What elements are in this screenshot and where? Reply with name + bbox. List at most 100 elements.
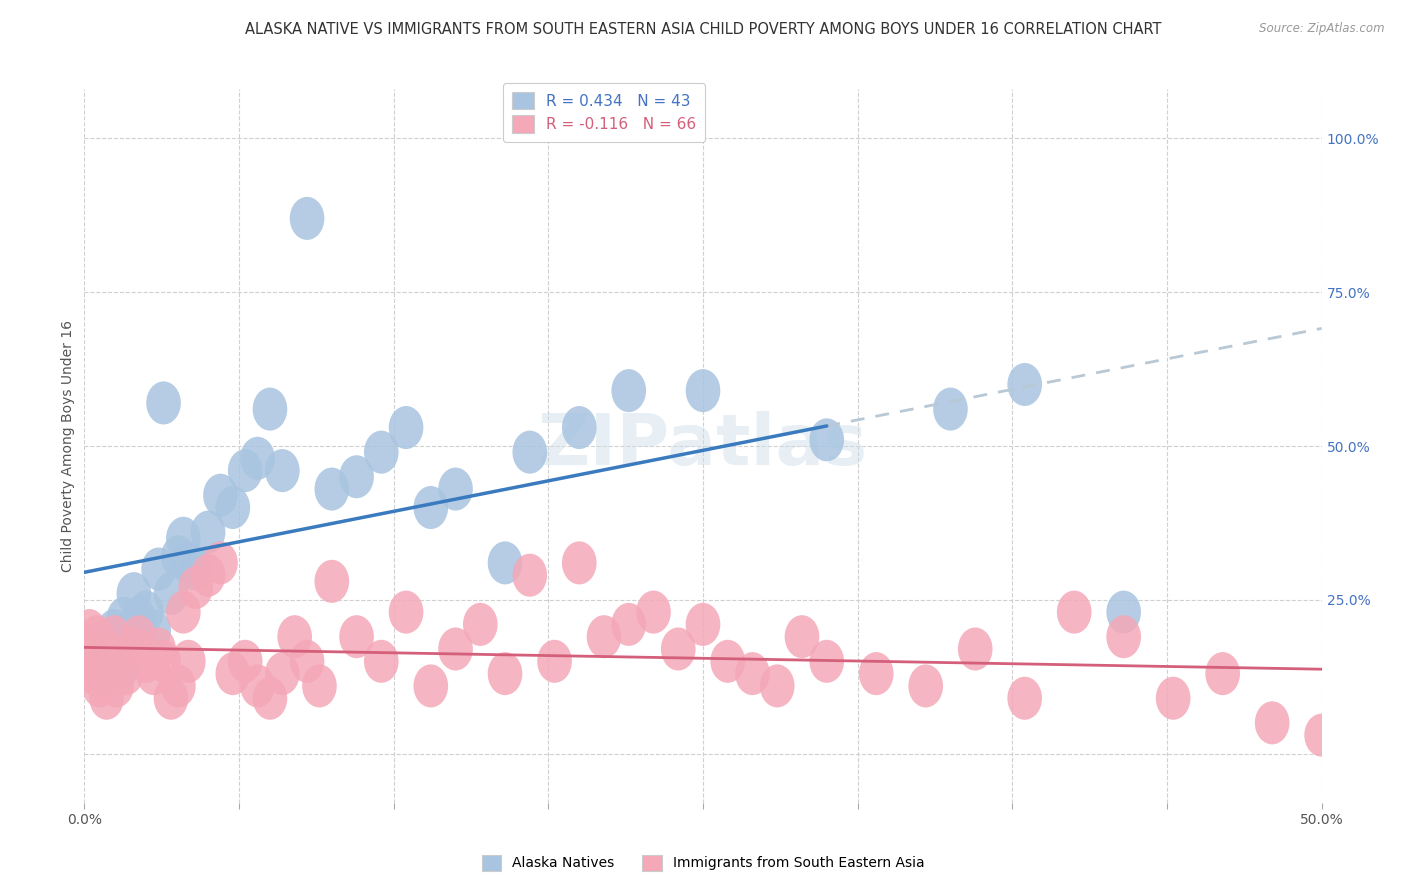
- Ellipse shape: [75, 640, 110, 683]
- Ellipse shape: [586, 615, 621, 658]
- Ellipse shape: [735, 652, 770, 695]
- Ellipse shape: [612, 603, 647, 646]
- Ellipse shape: [215, 652, 250, 695]
- Ellipse shape: [710, 640, 745, 683]
- Ellipse shape: [87, 627, 121, 671]
- Ellipse shape: [162, 535, 195, 578]
- Ellipse shape: [908, 665, 943, 707]
- Ellipse shape: [612, 369, 647, 412]
- Ellipse shape: [117, 572, 152, 615]
- Ellipse shape: [153, 677, 188, 720]
- Y-axis label: Child Poverty Among Boys Under 16: Child Poverty Among Boys Under 16: [62, 320, 76, 572]
- Ellipse shape: [253, 677, 287, 720]
- Ellipse shape: [1305, 714, 1339, 756]
- Ellipse shape: [172, 541, 205, 584]
- Ellipse shape: [172, 640, 205, 683]
- Text: ZIPatlas: ZIPatlas: [538, 411, 868, 481]
- Ellipse shape: [1107, 615, 1142, 658]
- Ellipse shape: [110, 652, 143, 695]
- Ellipse shape: [1205, 652, 1240, 695]
- Ellipse shape: [162, 665, 195, 707]
- Ellipse shape: [686, 603, 720, 646]
- Ellipse shape: [562, 406, 596, 449]
- Ellipse shape: [512, 431, 547, 474]
- Ellipse shape: [97, 615, 131, 658]
- Ellipse shape: [87, 652, 121, 695]
- Ellipse shape: [129, 640, 163, 683]
- Ellipse shape: [810, 418, 844, 461]
- Ellipse shape: [141, 627, 176, 671]
- Ellipse shape: [253, 387, 287, 431]
- Text: Source: ZipAtlas.com: Source: ZipAtlas.com: [1260, 22, 1385, 36]
- Ellipse shape: [202, 474, 238, 516]
- Ellipse shape: [240, 437, 276, 480]
- Ellipse shape: [202, 541, 238, 584]
- Ellipse shape: [91, 633, 127, 677]
- Ellipse shape: [388, 406, 423, 449]
- Ellipse shape: [488, 541, 523, 584]
- Ellipse shape: [1107, 591, 1142, 633]
- Ellipse shape: [228, 449, 263, 492]
- Ellipse shape: [439, 467, 472, 510]
- Ellipse shape: [512, 554, 547, 597]
- Ellipse shape: [413, 665, 449, 707]
- Ellipse shape: [91, 633, 127, 677]
- Ellipse shape: [121, 597, 156, 640]
- Ellipse shape: [107, 597, 141, 640]
- Ellipse shape: [82, 665, 117, 707]
- Ellipse shape: [759, 665, 794, 707]
- Ellipse shape: [179, 548, 214, 591]
- Ellipse shape: [75, 633, 110, 677]
- Ellipse shape: [79, 615, 114, 658]
- Ellipse shape: [117, 627, 152, 671]
- Ellipse shape: [463, 603, 498, 646]
- Ellipse shape: [1007, 363, 1042, 406]
- Ellipse shape: [100, 665, 134, 707]
- Legend: Alaska Natives, Immigrants from South Eastern Asia: Alaska Natives, Immigrants from South Ea…: [477, 849, 929, 876]
- Ellipse shape: [166, 516, 201, 560]
- Ellipse shape: [488, 652, 523, 695]
- Ellipse shape: [215, 486, 250, 529]
- Ellipse shape: [264, 652, 299, 695]
- Ellipse shape: [364, 431, 399, 474]
- Ellipse shape: [153, 572, 188, 615]
- Ellipse shape: [537, 640, 572, 683]
- Ellipse shape: [111, 615, 146, 658]
- Ellipse shape: [810, 640, 844, 683]
- Ellipse shape: [439, 627, 472, 671]
- Ellipse shape: [785, 615, 820, 658]
- Ellipse shape: [315, 560, 349, 603]
- Ellipse shape: [141, 548, 176, 591]
- Ellipse shape: [957, 627, 993, 671]
- Ellipse shape: [661, 627, 696, 671]
- Ellipse shape: [413, 486, 449, 529]
- Ellipse shape: [72, 609, 107, 652]
- Ellipse shape: [104, 646, 139, 689]
- Ellipse shape: [1057, 591, 1091, 633]
- Ellipse shape: [104, 640, 139, 683]
- Ellipse shape: [1254, 701, 1289, 744]
- Ellipse shape: [290, 640, 325, 683]
- Ellipse shape: [136, 609, 172, 652]
- Ellipse shape: [264, 449, 299, 492]
- Ellipse shape: [191, 554, 225, 597]
- Ellipse shape: [388, 591, 423, 633]
- Ellipse shape: [146, 382, 181, 425]
- Ellipse shape: [121, 615, 156, 658]
- Ellipse shape: [277, 615, 312, 658]
- Ellipse shape: [364, 640, 399, 683]
- Ellipse shape: [228, 640, 263, 683]
- Ellipse shape: [240, 665, 276, 707]
- Ellipse shape: [101, 622, 136, 665]
- Ellipse shape: [562, 541, 596, 584]
- Ellipse shape: [636, 591, 671, 633]
- Ellipse shape: [84, 640, 120, 683]
- Ellipse shape: [339, 615, 374, 658]
- Ellipse shape: [146, 640, 181, 683]
- Ellipse shape: [136, 652, 172, 695]
- Ellipse shape: [94, 652, 129, 695]
- Ellipse shape: [179, 566, 214, 609]
- Ellipse shape: [315, 467, 349, 510]
- Ellipse shape: [1007, 677, 1042, 720]
- Legend: R = 0.434   N = 43, R = -0.116   N = 66: R = 0.434 N = 43, R = -0.116 N = 66: [503, 83, 704, 143]
